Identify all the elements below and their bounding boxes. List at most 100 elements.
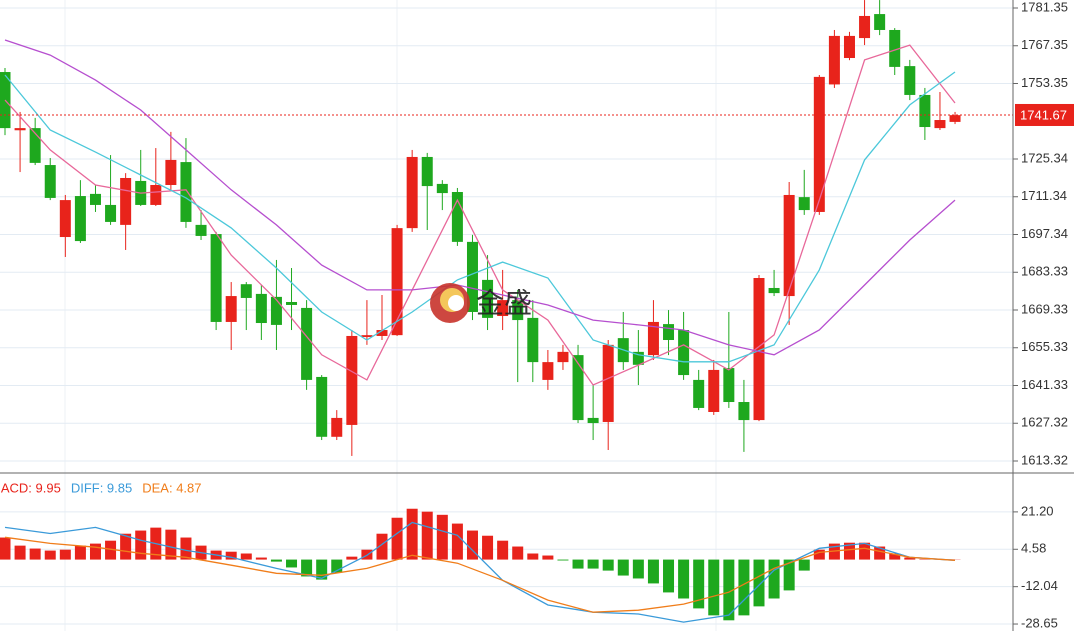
indicator-line [4, 39, 956, 356]
candle-body [301, 307, 313, 380]
candle-body [663, 324, 675, 341]
macd-bar [859, 542, 871, 560]
last-price-label: 1741.67 [1020, 107, 1067, 122]
macd-bar [105, 540, 117, 560]
y-tick-label: 1683.33 [1021, 264, 1068, 279]
macd-bar [874, 546, 886, 560]
macd-bar [74, 545, 86, 560]
macd-bar [286, 559, 298, 568]
macd-bar [59, 549, 71, 560]
macd-bar [783, 559, 795, 591]
candle-body [150, 184, 162, 205]
macd-bar [904, 557, 916, 560]
candle-body [120, 177, 132, 225]
macd-bar [451, 523, 463, 560]
candle-body [436, 183, 448, 194]
candle-body [316, 376, 328, 437]
macd-bar [255, 557, 267, 560]
candle-body [813, 76, 825, 212]
candle-body [843, 35, 855, 59]
candle-body [527, 317, 539, 363]
macd-bar [587, 559, 599, 569]
candle-body [406, 156, 418, 229]
candle-body [497, 300, 509, 317]
y-tick-label: 1627.32 [1021, 415, 1068, 430]
candle-body [678, 330, 690, 376]
indicator-line [4, 521, 956, 623]
candle-body [225, 296, 237, 322]
candle-body [29, 128, 41, 163]
candle-body [346, 335, 358, 425]
macd-bar [436, 514, 448, 560]
macd-bar [602, 559, 614, 571]
candle-body [949, 115, 961, 122]
watermark-text: 金盛 [476, 287, 532, 318]
candle-body [859, 15, 871, 39]
macd-bar [768, 559, 780, 599]
candle-body [904, 66, 916, 95]
candle-body [557, 351, 569, 363]
macd-bar [391, 517, 403, 560]
y-tick-label: -12.04 [1021, 578, 1058, 593]
candle-body [451, 192, 463, 242]
candle-body [210, 234, 222, 322]
macd-bar [663, 559, 675, 593]
legend-label: DEA: 4.87 [142, 480, 201, 495]
macd-bar [89, 543, 101, 560]
y-tick-label: 1753.35 [1021, 75, 1068, 90]
watermark: 金盛 [430, 283, 532, 323]
candle-body [587, 417, 599, 424]
candle-body [105, 204, 117, 222]
macd-bar [376, 533, 388, 560]
candle-body [74, 196, 86, 242]
candle-body [331, 417, 343, 437]
macd-bar [723, 559, 735, 621]
macd-bar [647, 559, 659, 584]
macd-bar [0, 537, 11, 560]
macd-bar [270, 559, 282, 562]
y-tick-label: 1613.32 [1021, 452, 1068, 467]
candle-body [889, 29, 901, 67]
macd-bar [316, 559, 328, 580]
macd-bar [813, 549, 825, 560]
macd-bar [14, 545, 26, 560]
indicator-line [4, 71, 956, 363]
candle-body [753, 278, 765, 421]
candle-body [798, 197, 810, 211]
macd-bar [421, 511, 433, 560]
candle-body [59, 200, 71, 238]
y-tick-label: 1697.34 [1021, 226, 1068, 241]
candle-body [89, 193, 101, 205]
macd-bar [572, 559, 584, 569]
candle-body [286, 301, 298, 305]
candle-body [255, 293, 267, 324]
y-tick-label: 1711.34 [1021, 188, 1067, 203]
macd-bar [708, 559, 720, 616]
candle-body [44, 165, 56, 198]
macd-bar [512, 546, 524, 560]
candle-body [482, 279, 494, 318]
macd-bar [678, 559, 690, 599]
candle-body [602, 344, 614, 422]
macd-bar [29, 548, 41, 560]
candle-body [165, 159, 177, 185]
macd-bar [497, 540, 509, 560]
macd-bar [346, 556, 358, 560]
macd-bar [693, 559, 705, 609]
candle-body [270, 296, 282, 325]
candle-body [632, 351, 644, 365]
last-price-box [1015, 103, 1074, 126]
candle-body [768, 287, 780, 294]
macd-bar [331, 559, 343, 573]
y-tick-label: 1655.33 [1021, 339, 1068, 354]
indicator-line [4, 44, 956, 386]
candle-body [466, 241, 478, 312]
macd-bar [180, 537, 192, 560]
candle-body [361, 335, 373, 338]
macd-bar [889, 553, 901, 560]
logo-core [448, 295, 464, 311]
candle-body [723, 368, 735, 403]
legend-label: DIFF: 9.85 [71, 480, 132, 495]
y-tick-label: 1767.35 [1021, 37, 1068, 52]
candle-body [240, 284, 252, 298]
